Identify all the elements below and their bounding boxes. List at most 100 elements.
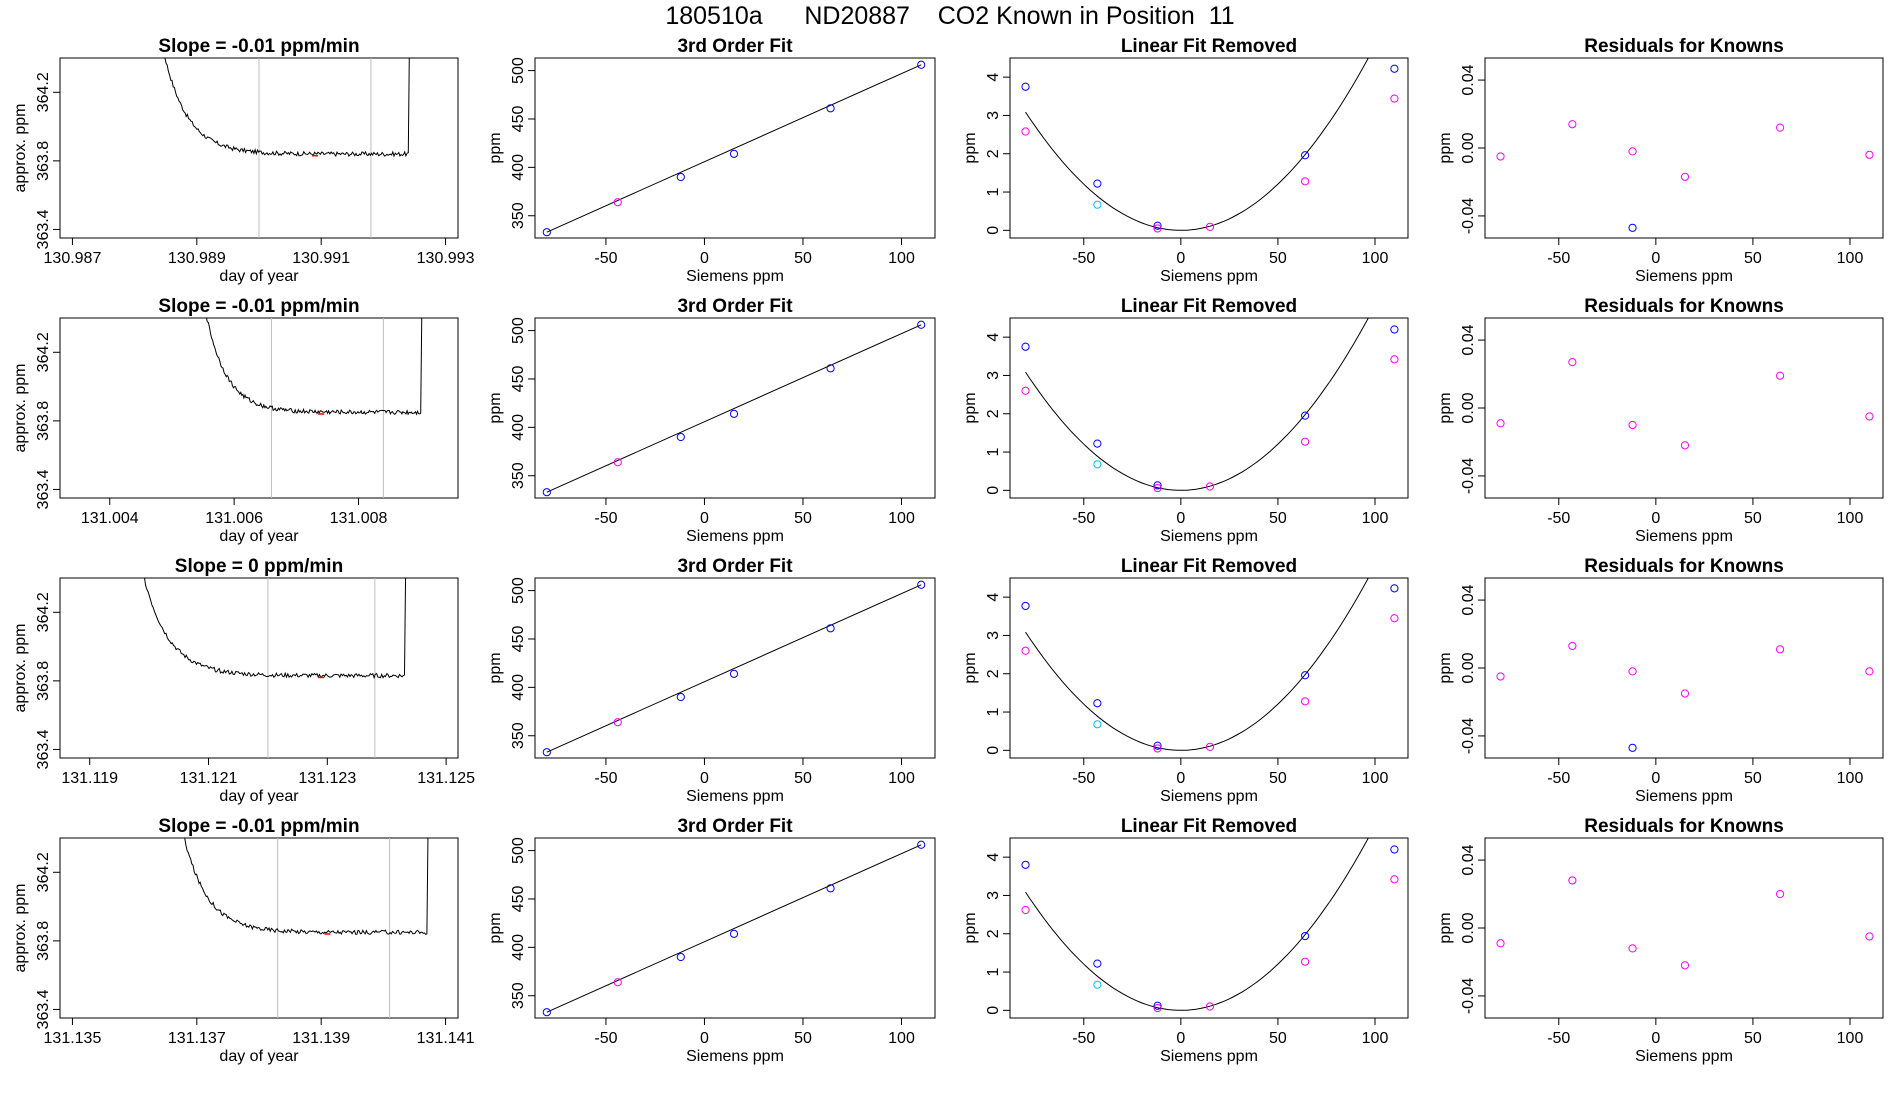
ppm-trace [164,58,410,158]
data-point [917,60,926,69]
y-tick-label: 350 [510,202,527,229]
plot-area [1021,838,1399,1013]
y-tick-label: 0.00 [1460,392,1477,423]
data-point [1628,743,1637,752]
plot-area [1496,876,1874,970]
y-tick-label: 0 [985,1006,1002,1015]
y-axis-label: ppm [962,912,979,943]
y-tick-label: 4 [985,593,1002,602]
x-tick-label: -50 [594,770,617,787]
y-tick-label: -0.04 [1460,198,1477,235]
y-axis-label: ppm [962,392,979,423]
data-point [1628,147,1637,156]
data-point [1776,123,1785,132]
x-axis-label: day of year [219,268,299,285]
y-tick-label: 1 [985,447,1002,456]
panel-trace-r1: Slope = -0.01 ppm/min 130.987 130.989 130.9… [12,36,475,285]
plot-area [1496,641,1874,752]
plot-frame [534,57,936,239]
y-tick-label: 0 [985,226,1002,235]
data-point [1628,667,1637,676]
data-point [1153,744,1162,753]
data-point [1301,671,1310,680]
data-point [1568,876,1577,885]
plot-frame [1484,577,1884,759]
y-axis-label: ppm [962,132,979,163]
data-point [1205,1002,1215,1011]
x-tick-label: -50 [1547,1030,1570,1047]
fit-line [546,324,922,493]
x-axis-label: Siemens ppm [686,528,784,545]
data-point [1093,720,1102,729]
y-tick-label: 363.8 [35,401,52,441]
panel-linear_removed-r2: Linear Fit Removed -50 0 50 100 0 1 2 3 4 Siemens … [962,296,1409,545]
x-tick-label: 131.135 [44,1030,102,1047]
y-tick-label: 4 [985,333,1002,342]
y-axis-label: ppm [487,652,504,683]
y-tick-label: -0.04 [1460,978,1477,1015]
x-tick-label: 0 [700,510,709,527]
x-tick-label: 130.993 [417,250,475,267]
panel-trace-r4: Slope = -0.01 ppm/min 131.135 131.137 131.1… [12,816,475,1065]
data-point [1093,200,1102,209]
plot-area [542,60,926,237]
plot-frame [1009,577,1409,759]
x-tick-label: 100 [1837,510,1864,527]
data-point [1390,355,1399,364]
x-tick-label: 100 [1837,770,1864,787]
data-point [1205,482,1215,491]
panel-fit-r1: 3rd Order Fit -50 0 50 100 350 400 450 500 Siemen… [487,36,936,285]
y-axis-label: ppm [1437,912,1454,943]
data-point [1021,386,1030,395]
y-tick-label: 1 [985,967,1002,976]
data-point [613,978,622,987]
data-point [1153,224,1162,233]
data-point [1021,860,1030,869]
data-point [1776,889,1785,899]
data-point [1568,641,1577,651]
y-tick-label: 350 [510,722,527,749]
data-point [676,692,685,702]
panel-fit-r2: 3rd Order Fit -50 0 50 100 350 400 450 500 Siemen… [487,296,936,545]
x-tick-label: 50 [794,510,812,527]
x-tick-label: -50 [1072,250,1095,267]
data-point [1390,845,1399,854]
data-point [1776,645,1785,654]
plot-frame [1484,317,1884,499]
plot-area [164,58,410,238]
x-axis-label: day of year [219,788,299,805]
data-point [1021,342,1030,351]
x-tick-label: 131.006 [205,510,263,527]
plot-area [1021,318,1399,493]
x-tick-label: 100 [1362,510,1389,527]
data-point [1093,179,1102,188]
x-tick-label: 0 [700,1030,709,1047]
data-point [917,840,926,849]
quadratic-curve [1025,838,1369,1011]
data-point [1390,614,1399,623]
y-axis-label: approx. ppm [12,624,29,713]
plot-area [1021,578,1399,753]
panel-linear_removed-r4: Linear Fit Removed -50 0 50 100 0 1 2 3 4 Siemens … [962,816,1409,1065]
panel-title: Slope = -0.01 ppm/min [158,36,359,57]
plot-frame [1009,57,1409,239]
quadratic-curve [1025,318,1369,491]
x-tick-label: 50 [794,1030,812,1047]
data-point [1496,939,1505,948]
data-point [826,884,835,893]
panel-title: 3rd Order Fit [677,556,793,577]
data-point [1390,875,1399,884]
data-point [1301,931,1310,941]
data-point [1496,152,1505,161]
x-axis-label: Siemens ppm [1635,268,1733,285]
x-tick-label: 131.139 [292,1030,350,1047]
x-tick-label: -50 [1547,770,1570,787]
x-axis-label: Siemens ppm [1635,528,1733,545]
data-point [1865,932,1874,941]
y-tick-label: 363.8 [35,921,52,961]
y-tick-label: 0 [985,746,1002,755]
plot-area [542,580,926,757]
data-point [676,952,685,962]
panel-title: Linear Fit Removed [1121,556,1297,577]
data-point [1205,222,1215,231]
